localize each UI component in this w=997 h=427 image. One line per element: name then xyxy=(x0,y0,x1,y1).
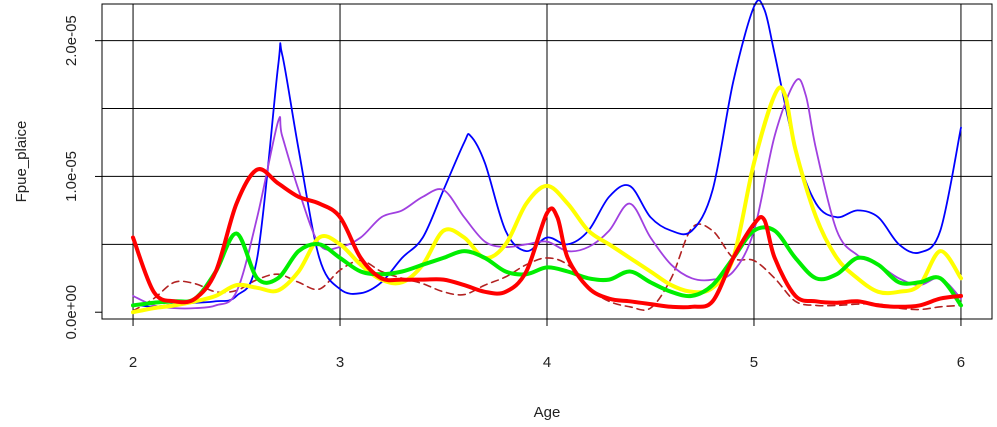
series-line-5 xyxy=(131,225,963,308)
y-tick-label: 1.0e-05 xyxy=(63,151,80,202)
x-axis: 2 3 4 5 6 xyxy=(129,319,965,371)
y-axis: 0.0e+00 1.0e-05 2.0e-05 xyxy=(63,15,102,340)
series-lines xyxy=(131,0,963,315)
x-axis-title: Age xyxy=(534,404,561,421)
x-tick-label: 6 xyxy=(957,354,965,371)
x-tick-label: 3 xyxy=(336,354,344,371)
x-tick-label: 5 xyxy=(750,354,758,371)
series-line-1 xyxy=(132,223,962,312)
y-axis-title: Fpue_plaice xyxy=(13,121,30,203)
y-tick-label: 2.0e-05 xyxy=(63,15,80,66)
y-tick-label: 0.0e+00 xyxy=(63,285,80,340)
x-tick-label: 2 xyxy=(129,354,137,371)
grid-lines xyxy=(102,4,992,319)
series-line-4 xyxy=(131,85,963,315)
series-line-3 xyxy=(132,78,962,310)
x-tick-label: 4 xyxy=(543,354,551,371)
series-line-6 xyxy=(131,167,963,310)
